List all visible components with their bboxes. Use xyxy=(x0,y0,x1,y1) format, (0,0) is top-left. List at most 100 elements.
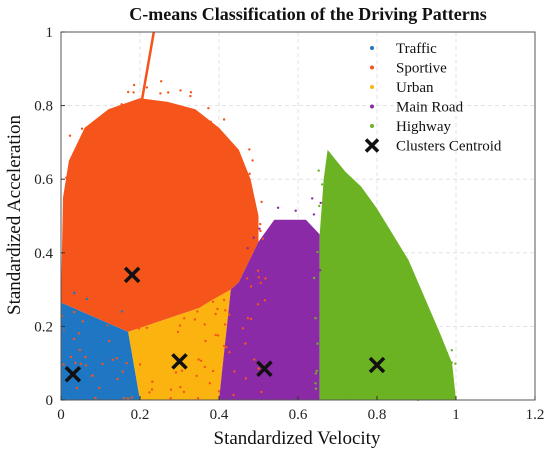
scatter-point xyxy=(224,309,227,312)
scatter-point xyxy=(246,247,249,250)
scatter-point xyxy=(208,154,211,157)
scatter-point xyxy=(193,276,196,279)
scatter-point xyxy=(224,234,228,238)
legend-label: Sportive xyxy=(396,61,447,77)
region-highway xyxy=(319,149,456,400)
scatter-point xyxy=(181,126,184,130)
scatter-point xyxy=(311,327,314,330)
scatter-point xyxy=(434,383,437,386)
scatter-point xyxy=(406,329,409,332)
scatter-point xyxy=(125,183,129,186)
centroid-marker xyxy=(123,266,141,284)
scatter-point xyxy=(202,194,205,198)
scatter-point xyxy=(432,347,435,350)
scatter-point xyxy=(203,323,206,326)
scatter-point xyxy=(68,134,72,137)
scatter-point xyxy=(151,380,154,383)
scatter-point xyxy=(337,389,340,392)
scatter-point xyxy=(371,340,374,344)
x-tick-label: 1.2 xyxy=(526,407,545,423)
scatter-point xyxy=(273,303,277,306)
scatter-point xyxy=(450,361,453,364)
scatter-point xyxy=(255,251,259,254)
scatter-point xyxy=(311,197,314,200)
scatter-point xyxy=(407,295,411,298)
scatter-point xyxy=(259,229,262,233)
scatter-point xyxy=(208,382,212,385)
scatter-point xyxy=(117,285,120,289)
scatter-point xyxy=(294,209,297,212)
scatter-point xyxy=(145,273,148,277)
x-tick-label: 0 xyxy=(57,407,65,423)
scatter-point xyxy=(262,376,265,379)
scatter-point xyxy=(408,323,411,326)
scatter-point xyxy=(85,297,89,301)
scatter-point xyxy=(410,396,413,399)
scatter-point xyxy=(88,343,92,346)
scatter-point xyxy=(354,224,358,228)
scatter-point xyxy=(159,92,162,95)
scatter-point xyxy=(170,122,173,126)
scatter-point xyxy=(337,332,340,335)
scatter-point xyxy=(382,392,385,396)
scatter-point xyxy=(122,397,126,400)
scatter-point xyxy=(248,172,251,175)
scatter-point xyxy=(363,321,366,325)
scatter-point xyxy=(373,276,377,279)
scatter-point xyxy=(102,349,105,353)
scatter-point xyxy=(223,174,226,177)
scatter-point xyxy=(330,223,333,226)
scatter-point xyxy=(417,338,420,341)
scatter-point xyxy=(174,371,178,374)
scatter-point xyxy=(167,108,171,111)
scatter-point xyxy=(120,103,123,106)
scatter-point xyxy=(323,186,326,189)
scatter-point xyxy=(256,269,260,272)
scatter-point xyxy=(183,317,186,320)
scatter-point xyxy=(369,275,372,278)
scatter-point xyxy=(260,200,263,204)
scatter-point xyxy=(126,397,130,400)
scatter-point xyxy=(157,168,161,171)
scatter-point xyxy=(182,390,186,394)
scatter-point xyxy=(207,107,210,110)
scatter-point xyxy=(175,116,178,119)
scatter-point xyxy=(322,220,325,223)
scatter-point xyxy=(432,384,435,387)
y-axis-title: Standardized Acceleration xyxy=(4,115,25,315)
scatter-point xyxy=(108,157,111,161)
axis-ticks: 0 0.2 0.4 0.6 0.8 1 1.2 0 0.2 0.4 0.6 0.8 1 xyxy=(34,25,544,423)
scatter-point xyxy=(82,267,86,271)
scatter-point xyxy=(445,351,448,355)
scatter-point xyxy=(179,385,182,389)
scatter-point xyxy=(62,314,66,318)
scatter-point xyxy=(395,341,398,345)
scatter-point xyxy=(372,291,376,294)
scatter-point xyxy=(195,374,198,378)
scatter-point xyxy=(211,369,215,373)
scatter-point xyxy=(138,363,142,366)
scatter-point xyxy=(319,313,322,317)
scatter-point xyxy=(85,378,89,381)
scatter-point xyxy=(418,310,421,313)
scatter-point xyxy=(277,260,280,263)
scatter-point xyxy=(316,250,319,254)
scatter-point xyxy=(219,278,222,281)
scatter-point xyxy=(177,177,180,180)
scatter-point xyxy=(127,90,130,94)
scatter-point xyxy=(387,269,390,272)
scatter-point xyxy=(137,235,140,238)
scatter-point xyxy=(145,86,149,89)
scatter-point xyxy=(197,127,200,131)
centroid-marker xyxy=(368,356,386,374)
scatter-point xyxy=(71,329,75,332)
scatter-point xyxy=(291,230,294,233)
scatter-point xyxy=(112,238,115,242)
scatter-point xyxy=(221,179,224,182)
scatter-point xyxy=(62,231,66,234)
scatter-point xyxy=(199,196,202,199)
centroid-marker xyxy=(64,366,82,383)
scatter-point xyxy=(390,373,393,377)
scatter-point xyxy=(180,369,184,372)
scatter-point xyxy=(376,277,380,281)
